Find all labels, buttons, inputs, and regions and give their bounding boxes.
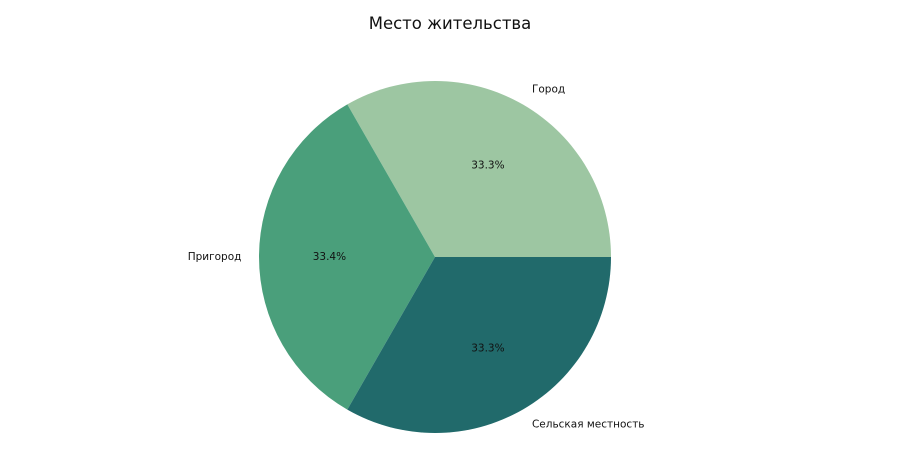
pie-slice-3 xyxy=(347,257,611,433)
pie-category-label: Город xyxy=(532,83,565,95)
pie-percent-label: 33.3% xyxy=(471,160,504,172)
pie-percent-label: 33.3% xyxy=(471,342,504,354)
pie-category-label: Сельская местность xyxy=(532,419,645,431)
pie-percent-label: 33.4% xyxy=(313,251,346,263)
pie-category-label: Пригород xyxy=(188,251,242,263)
pie-slice-1 xyxy=(347,80,611,258)
chart-title: Место жительства xyxy=(368,14,532,33)
pie-slice-2 xyxy=(259,104,435,410)
